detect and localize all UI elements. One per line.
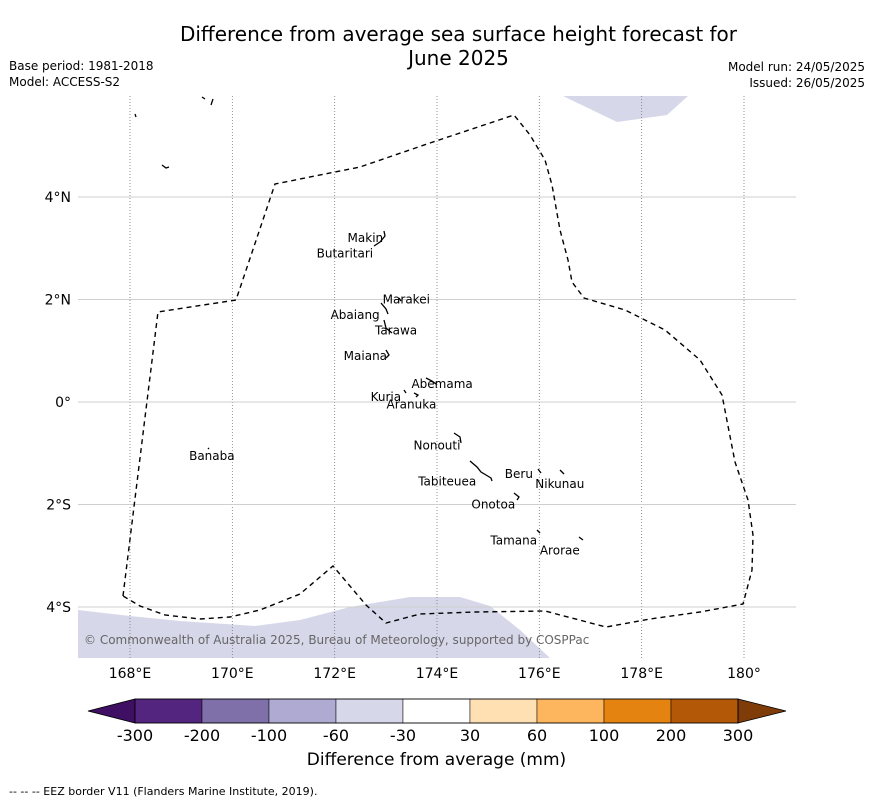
place-label-tarawa: Tarawa [374, 323, 417, 337]
colorbar-segment [201, 698, 270, 724]
place-label-makin: Makin [348, 231, 384, 245]
place-label-tamana: Tamana [489, 533, 537, 547]
place-label-banaba: Banaba [189, 449, 235, 463]
lon-tick-label: 170°E [211, 666, 254, 682]
place-label-aranuka: Aranuka [387, 398, 437, 412]
meta-right: Model run: 24/05/2025 Issued: 26/05/2025 [728, 59, 865, 91]
lat-tick-label: 2°S [46, 498, 71, 514]
eez-border [122, 114, 754, 628]
place-label-kuria: Kuria [371, 390, 402, 404]
place-label-abaiang: Abaiang [331, 308, 380, 322]
island-maiana [385, 349, 390, 359]
title-line-2: June 2025 [408, 46, 509, 70]
island-nw-4 [161, 164, 170, 169]
colorbar-tick-label: -200 [184, 726, 220, 745]
island-onotoa [513, 492, 520, 501]
colorbar-extend-high [737, 698, 787, 724]
island-beru [537, 468, 542, 474]
colorbar-tick-label: 100 [589, 726, 620, 745]
place-label-arorae: Arorae [540, 544, 580, 558]
colorbar-title: Difference from average (mm) [306, 750, 567, 770]
colorbar-tick-label: -300 [117, 726, 153, 745]
colorbar-segment [134, 698, 203, 724]
island-abemama [425, 377, 437, 385]
island-tamana [536, 529, 541, 534]
island-nw-1 [201, 96, 206, 100]
island-nw-2 [210, 98, 214, 106]
colorbar-tick-label: 30 [460, 726, 480, 745]
colorbar: -300 -200 -100 -60 -30 30 60 100 200 300 [87, 698, 787, 745]
map-title: Difference from average sea surface heig… [140, 22, 777, 70]
model-text: Model: ACCESS-S2 [9, 75, 121, 89]
island-tabiteuea [469, 460, 493, 482]
lon-tick-label: 168°E [109, 666, 152, 682]
island-marakei [398, 297, 402, 302]
colorbar-segment [268, 698, 337, 724]
lat-tick-label: 2°N [45, 293, 71, 309]
lon-tick-label: 172°E [313, 666, 356, 682]
island-nw-3 [134, 113, 137, 118]
colorbar-segment [335, 698, 404, 724]
island-nonouti [453, 432, 462, 444]
lon-tick-label: 176°E [518, 666, 561, 682]
island-tarawa [383, 319, 393, 334]
colorbar-segment [670, 698, 739, 724]
meta-left: Base period: 1981-2018 Model: ACCESS-S2 [9, 58, 154, 90]
lat-tick-label: 4°S [46, 600, 71, 616]
lon-tick-label: 174°E [416, 666, 459, 682]
colorbar-segment [536, 698, 605, 724]
place-label-tabiteuea: Tabiteuea [417, 474, 476, 488]
island-nikunau [559, 469, 565, 475]
gridlines [78, 96, 796, 658]
base-period-text: Base period: 1981-2018 [9, 59, 154, 73]
colorbar-tick-label: 60 [527, 726, 547, 745]
anomaly-patch-south [78, 597, 550, 658]
island-abaiang [380, 302, 389, 315]
lon-tick-label: 178°E [620, 666, 663, 682]
colorbar-tick-label: -30 [390, 726, 416, 745]
copyright-text: © Commonwealth of Australia 2025, Bureau… [84, 633, 589, 647]
issued-text: Issued: 26/05/2025 [749, 76, 865, 90]
colorbar-extend-low [87, 698, 136, 724]
axis-labels: 168°E 170°E 172°E 174°E 176°E 178°E 180° 4°N 2°N… [45, 190, 761, 682]
colorbar-tick-label: 200 [656, 726, 687, 745]
island-banaba [207, 447, 210, 450]
place-label-marakei: Marakei [383, 293, 430, 307]
place-label-nikunau: Nikunau [535, 477, 584, 491]
colorbar-tick-label: -60 [323, 726, 349, 745]
title-line-1: Difference from average sea surface heig… [179, 22, 738, 46]
island-coastlines [134, 96, 584, 541]
model-run-text: Model run: 24/05/2025 [727, 60, 865, 74]
lat-tick-label: 0° [55, 395, 71, 411]
place-label-nonouti: Nonouti [414, 439, 461, 453]
place-label-beru: Beru [505, 467, 533, 481]
lon-tick-label: 180° [727, 666, 761, 682]
lat-tick-label: 4°N [45, 190, 71, 206]
colorbar-tick-label: 300 [723, 726, 754, 745]
colorbar-segment [603, 698, 672, 724]
place-label-onotoa: Onotoa [471, 498, 515, 512]
island-aranuka [413, 392, 420, 398]
anomaly-patch-north [563, 96, 688, 122]
place-label-abemama: Abemama [411, 377, 472, 391]
footer-note: -- -- -- EEZ border V11 (Flanders Marine… [9, 785, 318, 798]
colorbar-tick-label: -100 [251, 726, 287, 745]
colorbar-outline [134, 698, 739, 724]
place-label-maiana: Maiana [344, 349, 387, 363]
colorbar-segment [469, 698, 538, 724]
island-kuria [403, 389, 407, 394]
island-makin [373, 230, 386, 247]
place-label-butaritari: Butaritari [317, 246, 374, 260]
island-arorae [578, 536, 584, 541]
colorbar-segment [402, 698, 471, 724]
